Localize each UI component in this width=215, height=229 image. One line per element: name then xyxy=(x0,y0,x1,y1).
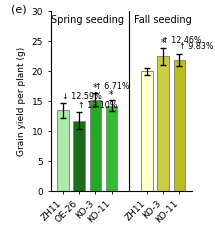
Bar xyxy=(57,110,69,191)
Bar xyxy=(73,121,85,191)
Y-axis label: Grain yield per plant (g): Grain yield per plant (g) xyxy=(17,47,26,156)
Text: Spring seeding: Spring seeding xyxy=(51,15,124,25)
Bar xyxy=(157,56,169,191)
Text: (e): (e) xyxy=(11,4,27,14)
Bar xyxy=(141,71,153,191)
Bar xyxy=(174,60,185,191)
Text: ↓ 12.59%: ↓ 12.59% xyxy=(62,92,102,101)
Text: *: * xyxy=(161,38,166,48)
Text: *: * xyxy=(109,90,114,100)
Bar xyxy=(89,100,101,191)
Bar xyxy=(106,106,117,191)
Text: ↑ 9.83%: ↑ 9.83% xyxy=(179,42,213,52)
Text: ↑ 12.46%: ↑ 12.46% xyxy=(163,36,202,46)
Text: Fall seeding: Fall seeding xyxy=(134,15,192,25)
Text: *: * xyxy=(93,83,98,93)
Text: ↑ 13.10%: ↑ 13.10% xyxy=(78,101,118,110)
Text: ↑ 6.71%: ↑ 6.71% xyxy=(95,82,129,90)
